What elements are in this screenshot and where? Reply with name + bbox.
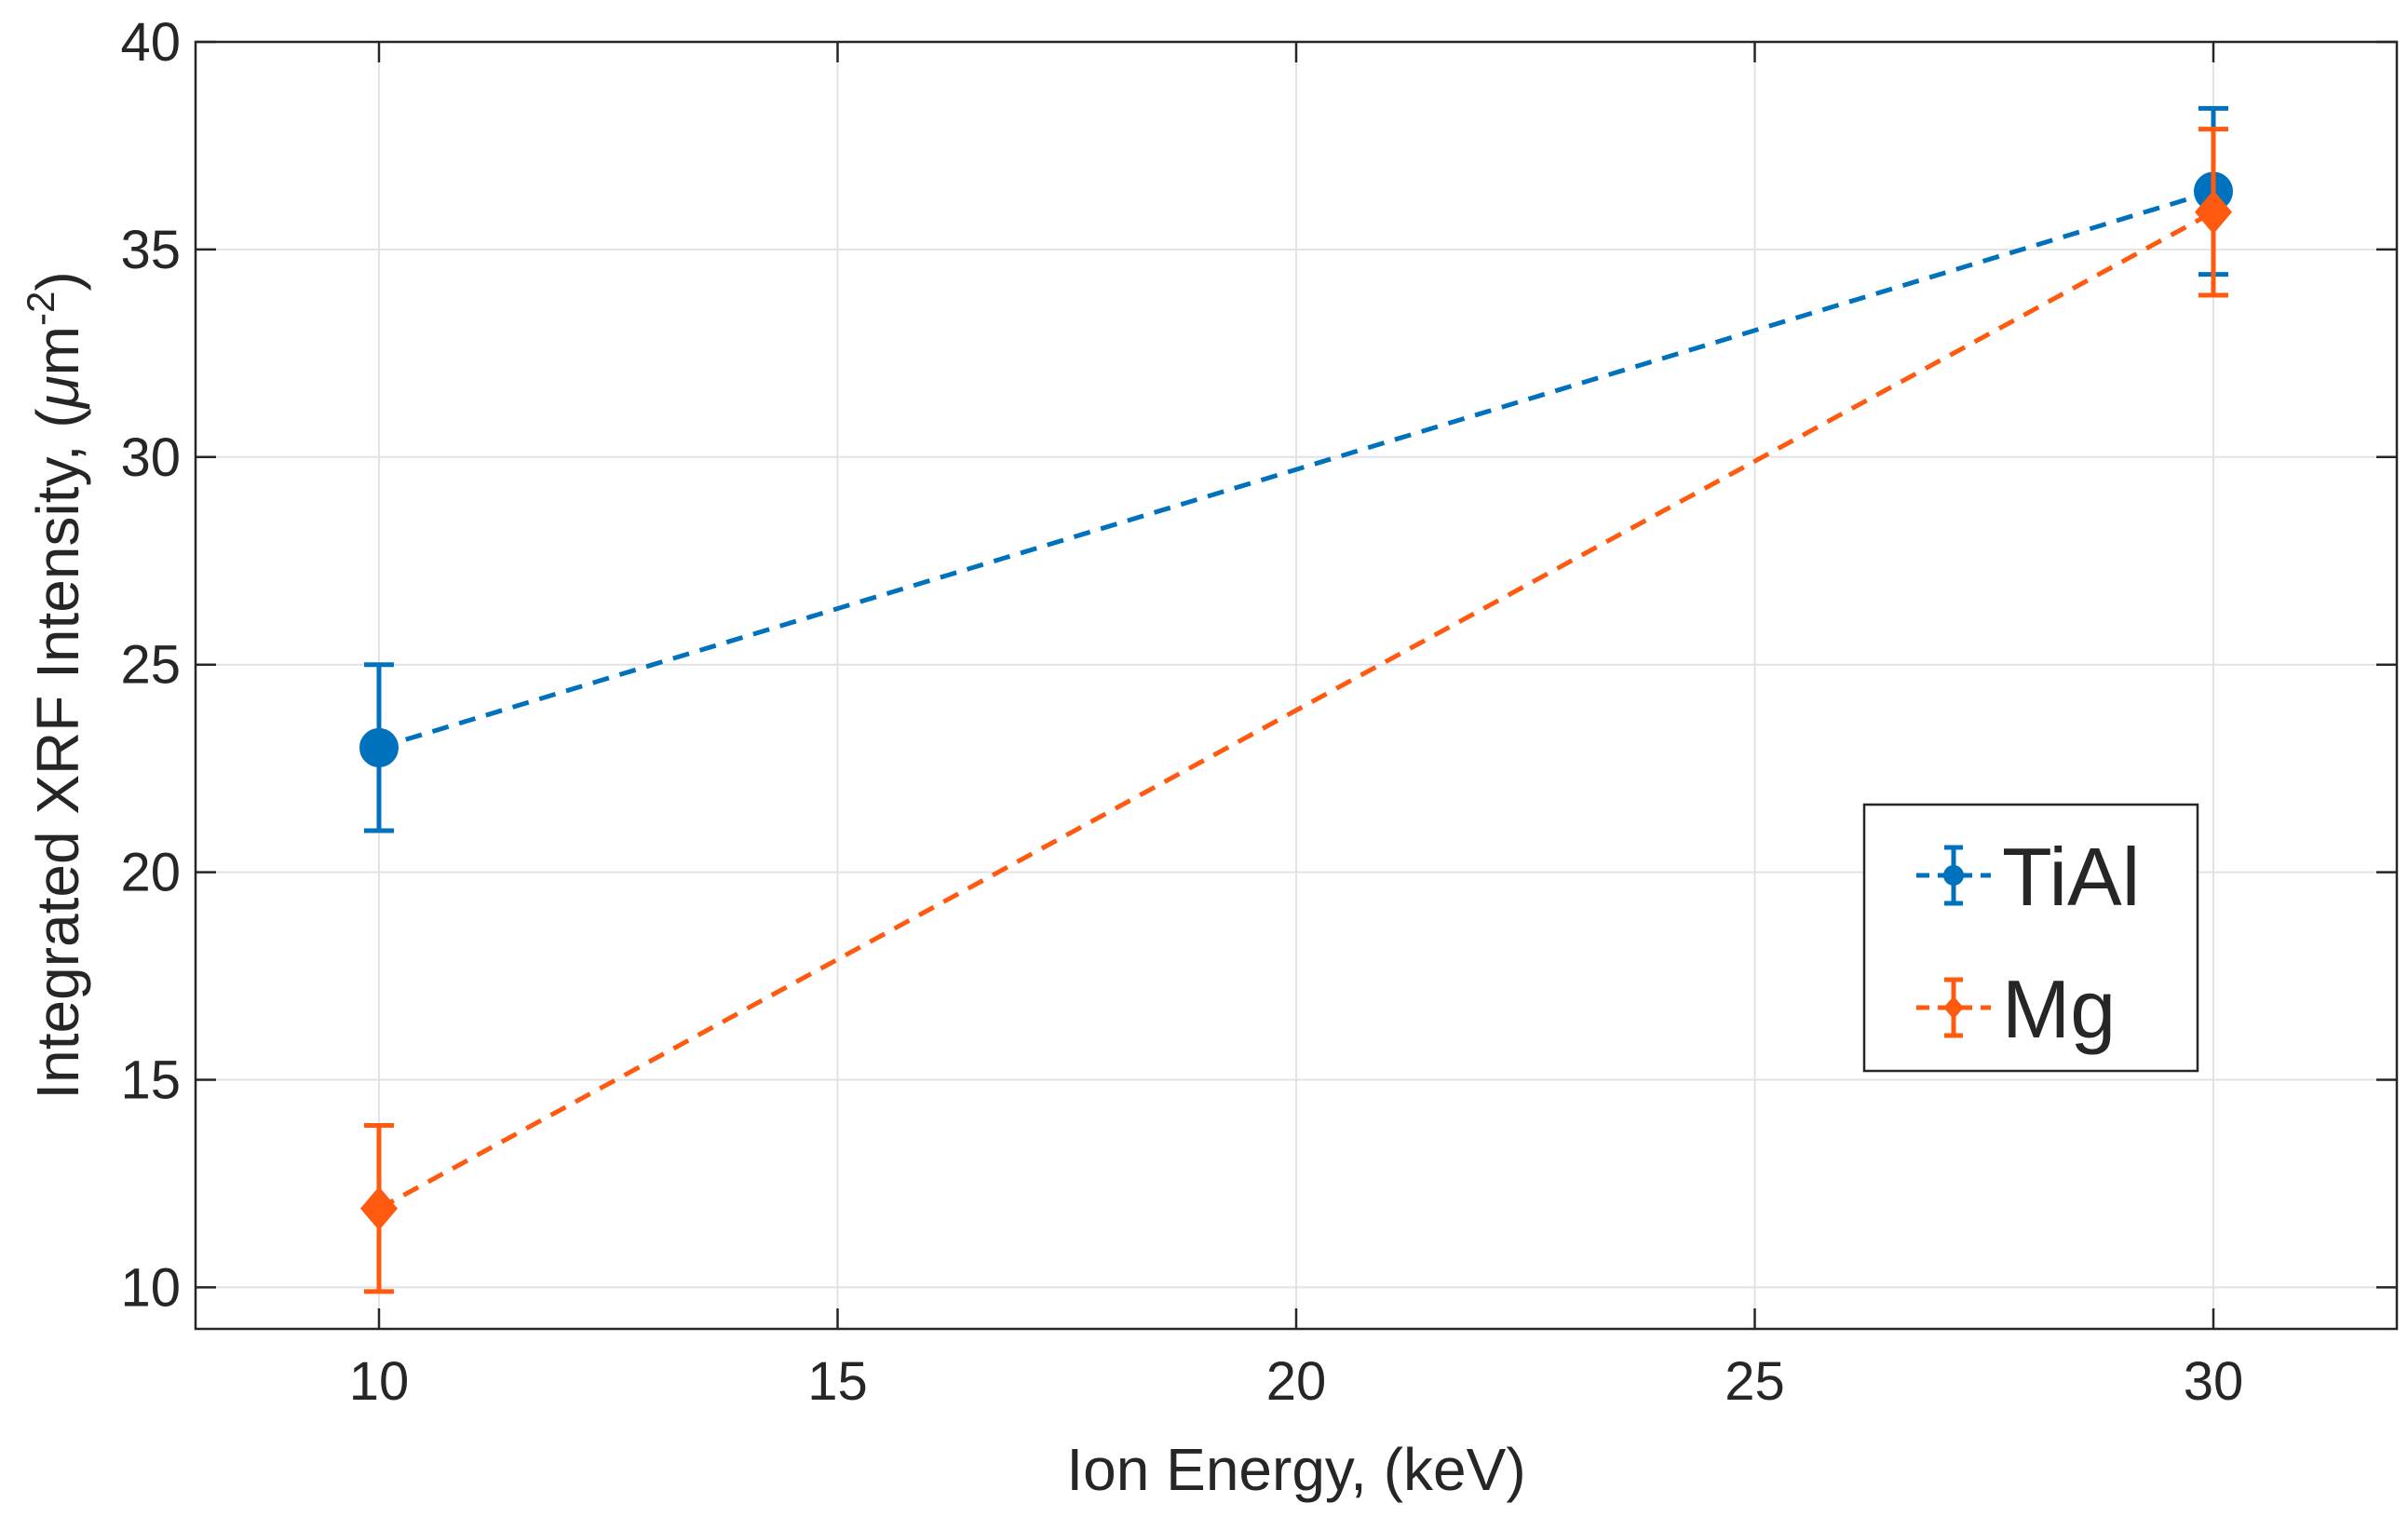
legend-item-mg: Mg <box>1916 963 2116 1055</box>
x-tick-label: 25 <box>1725 1351 1785 1412</box>
y-tick-label: 25 <box>120 635 181 696</box>
y-tick-label: 15 <box>120 1050 181 1111</box>
data-point-mg <box>2194 190 2233 235</box>
y-tick-label: 20 <box>120 843 181 903</box>
legend-box <box>1862 803 2199 1073</box>
legend-label-mg: Mg <box>2002 963 2116 1055</box>
series-mg <box>359 127 2233 1294</box>
y-axis-label: Integrated XRF Intensity, (μm-2) <box>19 271 91 1099</box>
legend: TiAl Mg <box>1862 803 2199 1073</box>
y-axis-label-main: Integrated XRF Intensity, ( <box>24 408 91 1099</box>
x-tick-label: 15 <box>807 1351 868 1412</box>
x-tick-label: 10 <box>349 1351 410 1412</box>
data-point-mg <box>359 1186 399 1231</box>
legend-label-tial: TiAl <box>2002 831 2140 923</box>
y-axis-label-close: ) <box>24 271 91 291</box>
y-axis-label-unit: m <box>24 326 91 375</box>
x-axis-label: Ion Energy, (keV) <box>1066 1436 1525 1503</box>
legend-item-tial: TiAl <box>1916 831 2140 923</box>
data-point-tial <box>359 727 399 767</box>
y-tick-label: 40 <box>120 12 181 73</box>
plot-area-frame <box>194 40 2399 1331</box>
y-axis-label-exponent: -2 <box>19 291 62 326</box>
x-tick-label: 30 <box>2184 1351 2244 1412</box>
y-tick-label: 10 <box>120 1257 181 1318</box>
y-tick-label: 30 <box>120 427 181 488</box>
series-line-tial <box>378 189 2214 751</box>
x-tick-label: 20 <box>1266 1351 1327 1412</box>
y-tick-label: 35 <box>120 220 181 280</box>
data-series <box>359 105 2233 1294</box>
legend-swatch-marker-mg <box>1943 996 1964 1020</box>
legend-swatch-marker-tial <box>1943 865 1964 886</box>
axis-ticks: 10 15 20 25 30 10 15 20 25 30 35 40 <box>120 12 2397 1412</box>
series-line-mg <box>377 210 2215 1211</box>
y-axis-label-mu: μ <box>24 375 91 410</box>
